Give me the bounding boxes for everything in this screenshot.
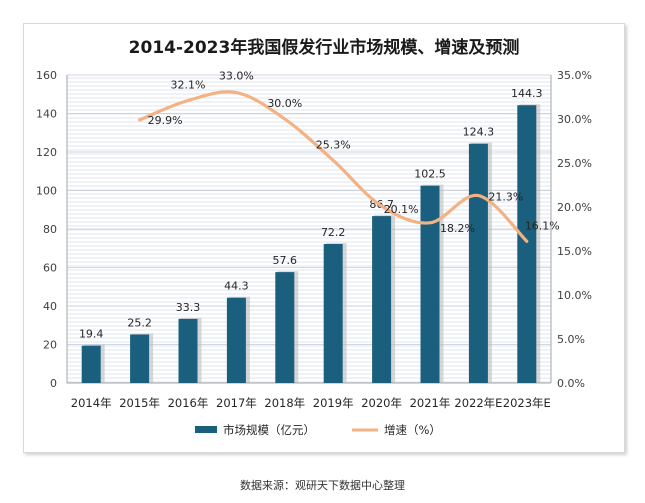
bar (81, 345, 101, 383)
bar (517, 105, 537, 383)
bar-value-label: 144.3 (511, 87, 543, 100)
x-tick-label: 2022年E (454, 396, 502, 410)
y-tick-label: 20 (43, 339, 57, 352)
line-value-label: 21.3% (488, 191, 523, 204)
line-value-label: 20.1% (384, 203, 419, 216)
bar-value-label: 33.3 (176, 301, 201, 314)
y-tick-label: 120 (36, 146, 57, 159)
bar (323, 244, 343, 383)
bar (178, 318, 198, 383)
y-tick-label: 0 (50, 377, 57, 390)
bar-value-label: 57.6 (273, 254, 298, 267)
line-value-label: 30.0% (267, 97, 302, 110)
legend-swatch-bar (195, 426, 217, 433)
line-value-label: 25.3% (316, 138, 351, 151)
line-value-label: 16.1% (525, 219, 560, 232)
y-tick-label: 100 (36, 185, 57, 198)
bar (226, 297, 246, 383)
legend-label-line: 增速（%） (384, 423, 441, 437)
y-tick-label: 40 (43, 300, 57, 313)
x-tick-label: 2021年 (410, 396, 451, 410)
bar-value-label: 124.3 (463, 126, 495, 139)
y-tick-label: 160 (36, 69, 57, 82)
y2-tick-label: 0.0% (557, 377, 585, 390)
y2-tick-label: 10.0% (557, 289, 592, 302)
bar-value-label: 44.3 (224, 280, 249, 293)
bar-value-label: 19.4 (79, 328, 104, 341)
y2-tick-label: 30.0% (557, 113, 592, 126)
x-tick-label: 2015年 (119, 396, 160, 410)
source-note: 数据来源：观研天下数据中心整理 (240, 479, 405, 492)
growth-line (138, 90, 529, 243)
x-tick-label: 2017年 (216, 396, 257, 410)
line-value-label: 18.2% (440, 222, 475, 235)
bar-value-label: 102.5 (414, 168, 446, 181)
bar (372, 216, 392, 383)
bar-value-label: 25.2 (127, 316, 152, 329)
x-tick-label: 2020年 (361, 396, 402, 410)
x-tick-label: 2018年 (264, 396, 305, 410)
bar (130, 334, 150, 383)
y2-tick-label: 15.0% (557, 245, 592, 258)
line-value-label: 29.9% (148, 114, 183, 127)
y-tick-label: 140 (36, 108, 57, 121)
line-value-label: 33.0% (219, 70, 254, 83)
x-tick-label: 2019年 (313, 396, 354, 410)
x-tick-label: 2023年E (503, 396, 551, 410)
bar-value-label: 72.2 (321, 226, 346, 239)
x-tick-label: 2014年 (71, 396, 112, 410)
bar (275, 272, 295, 383)
bar (420, 185, 440, 383)
x-tick-label: 2016年 (168, 396, 209, 410)
y2-tick-label: 35.0% (557, 69, 592, 82)
y-tick-label: 60 (43, 262, 57, 275)
y-tick-label: 80 (43, 223, 57, 236)
line-value-label: 32.1% (171, 79, 206, 92)
legend-label-bar: 市场规模（亿元） (223, 423, 315, 437)
chart-title: 2014-2023年我国假发行业市场规模、增速及预测 (128, 38, 520, 58)
bar (468, 143, 488, 383)
y2-tick-label: 5.0% (557, 333, 585, 346)
y2-tick-label: 25.0% (557, 157, 592, 170)
y2-tick-label: 20.0% (557, 201, 592, 214)
